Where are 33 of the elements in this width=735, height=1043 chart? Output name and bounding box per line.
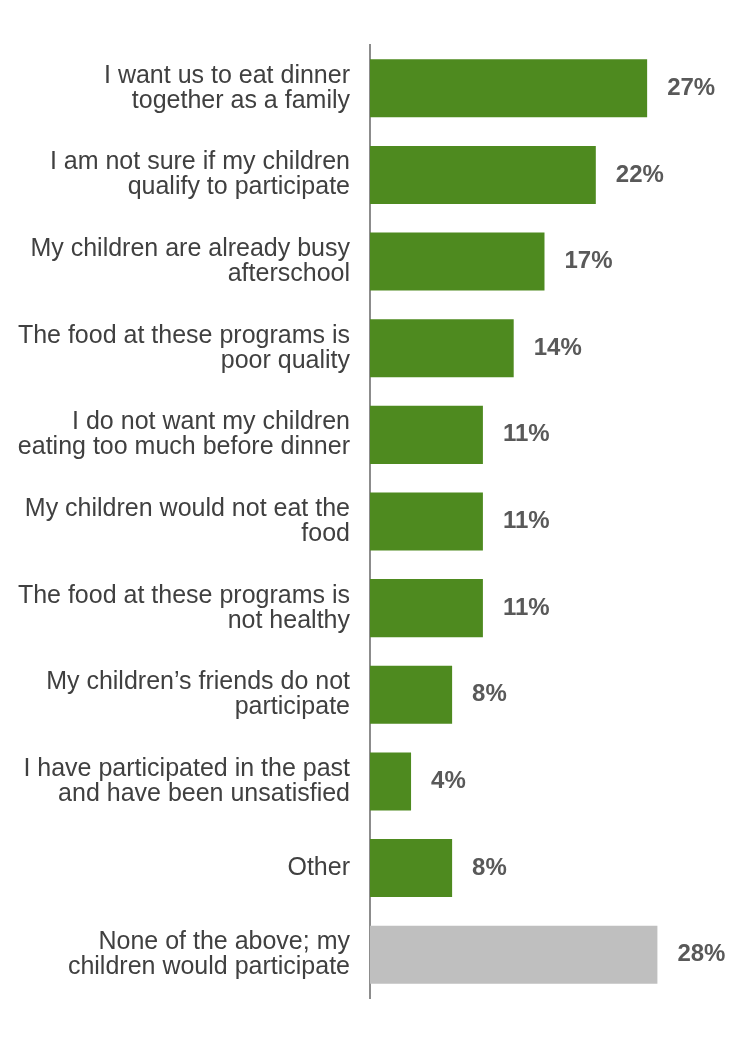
y-tick-label: My children would not eat the food (24, 492, 350, 546)
data-label: 17% (564, 246, 613, 274)
data-label: 4% (431, 766, 466, 794)
bar (370, 839, 453, 898)
y-tick-label: My children’s friends do not participate (46, 666, 351, 720)
bar (370, 405, 483, 464)
data-label: 11% (502, 506, 550, 534)
y-tick-label: The food at these programs is poor quality (17, 319, 351, 373)
y-tick-label: The food at these programs is not healthy (17, 579, 351, 633)
data-label: 22% (615, 159, 664, 187)
data-label: 28% (677, 939, 726, 967)
data-label: 11% (502, 592, 550, 620)
y-tick-label: I do not want my children eating too much before dinner (17, 406, 350, 460)
y-tick-label: Other (287, 851, 350, 880)
bar (370, 665, 453, 724)
data-label: 8% (472, 852, 507, 880)
y-tick-label: I have participated in the past and have been unsatisfied (23, 752, 351, 806)
y-tick-label: I am not sure if my children qualify to participate (49, 146, 350, 200)
bar (370, 232, 545, 291)
bar (370, 59, 648, 118)
bar (370, 319, 514, 378)
y-tick-label: None of the above; my children would participate (67, 926, 351, 980)
data-label: 8% (472, 679, 507, 707)
bar (370, 752, 412, 811)
bar (370, 579, 483, 638)
data-label: 27% (667, 72, 716, 100)
bar (370, 492, 483, 551)
bar (370, 925, 658, 984)
y-tick-label: I want us to eat dinner together as a family (104, 59, 351, 113)
data-label: 14% (533, 332, 582, 360)
bar (370, 145, 596, 204)
data-label: 11% (502, 419, 550, 447)
y-tick-label: My children are already busy afterschool (30, 232, 351, 286)
